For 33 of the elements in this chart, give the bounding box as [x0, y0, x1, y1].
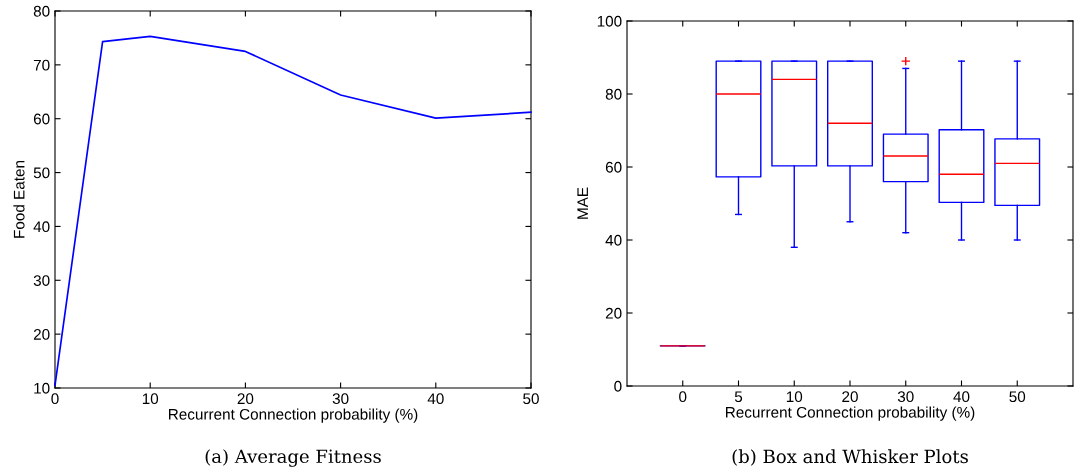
x-tick-label: 0 — [51, 393, 59, 405]
x-tick-label: 40 — [953, 391, 970, 403]
y-tick-label: 80 — [605, 88, 622, 100]
y-tick-label: 10 — [34, 382, 50, 394]
x-tick-label: 20 — [237, 393, 254, 405]
x-tick-label: 50 — [1009, 391, 1026, 403]
x-tick-label: 40 — [427, 393, 444, 405]
y-tick-label: 40 — [605, 234, 622, 246]
y-tick-label: 0 — [614, 380, 622, 392]
x-tick-label: 5 — [734, 391, 743, 403]
y-tick-label: 60 — [605, 161, 622, 173]
y-tick-label: 50 — [33, 167, 50, 179]
x-tick-label: 10 — [786, 391, 803, 403]
y-tick-label: 80 — [33, 5, 50, 17]
y-tick-label: 70 — [33, 59, 50, 71]
text: (a) Average Fitness — [205, 449, 381, 467]
y-tick-label: 60 — [33, 113, 50, 125]
x-tick-label: 10 — [142, 393, 159, 405]
y-tick-label: 30 — [33, 275, 50, 286]
y-tick-label: 40 — [33, 221, 50, 233]
x-tick-label: 30 — [332, 393, 349, 405]
x-tick-label: 30 — [897, 391, 914, 403]
x-tick-label: 20 — [842, 391, 858, 403]
x-axis-title: Recurrent Connection probability (%) — [726, 406, 975, 421]
y-tick-label: 100 — [597, 15, 622, 27]
y-axis-title: MAE — [577, 187, 588, 219]
x-axis-title: Recurrent Connection probability (%) — [169, 408, 418, 423]
y-tick-label: 20 — [605, 307, 622, 319]
y-axis-title: Food Eaten — [13, 160, 25, 238]
x-tick-label: 0 — [679, 391, 687, 403]
x-tick-label: 50 — [523, 393, 539, 405]
text: (b) Box and Whisker Plots — [732, 449, 968, 466]
y-tick-label: 20 — [33, 329, 50, 340]
